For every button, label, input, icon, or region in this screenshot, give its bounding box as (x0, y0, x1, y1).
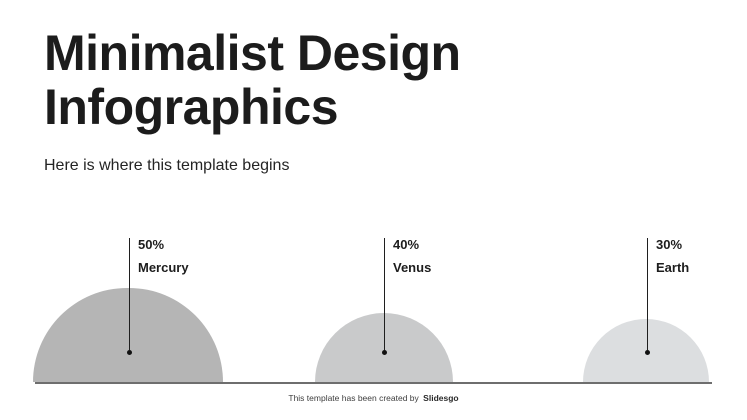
baseline (35, 382, 712, 384)
earth-name-label: Earth (656, 260, 690, 275)
earth-pointer-dot (645, 350, 650, 355)
venus-pointer-dot (382, 350, 387, 355)
footer-credit-text: This template has been created by (288, 393, 419, 403)
footer-brand: Slidesgo (423, 393, 459, 403)
mercury-pointer-dot (127, 350, 132, 355)
footer-credit: This template has been created by Slides… (0, 393, 747, 403)
title-line-1: Minimalist Design (44, 25, 461, 81)
page-title: Minimalist Design Infographics (44, 26, 461, 134)
earth-pointer-line (647, 238, 648, 350)
earth-percent-label: 30% (656, 237, 683, 252)
mercury-percent-label: 50% (138, 237, 165, 252)
mercury-pointer-line (129, 238, 130, 350)
mercury-semicircle (33, 288, 223, 382)
mercury-name-label: Mercury (138, 260, 189, 275)
venus-name-label: Venus (393, 260, 432, 275)
venus-pointer-line (384, 238, 385, 350)
subtitle: Here is where this template begins (44, 157, 290, 174)
title-line-2: Infographics (44, 79, 339, 135)
venus-percent-label: 40% (393, 237, 420, 252)
